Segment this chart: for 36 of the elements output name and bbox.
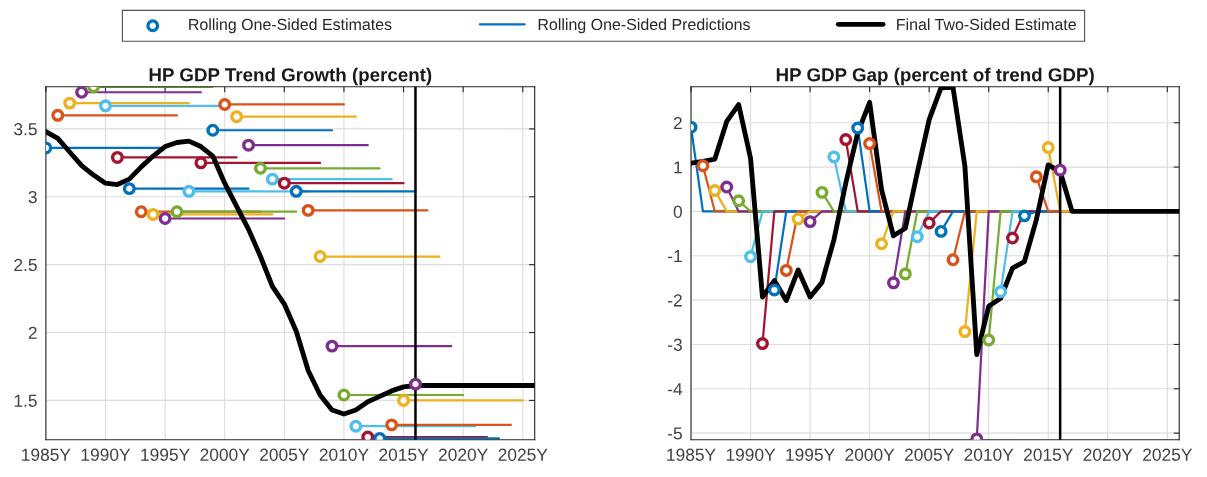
y-tick-label: 2	[673, 116, 682, 130]
y-tick-label: 1	[674, 161, 682, 174]
y-tick-label: 2.5	[14, 258, 37, 272]
x-tick-label: 1990Y	[81, 448, 131, 461]
x-tick-label: 2010Y	[319, 448, 369, 461]
y-tick-label: 0	[673, 205, 682, 218]
x-tick-label: 1985Y	[667, 448, 716, 461]
x-tick-label: 2000Y	[845, 448, 895, 461]
x-tick-label: 2015Y	[1024, 448, 1073, 461]
x-tick-label: 1990Y	[726, 448, 776, 461]
y-tick-label: -5	[668, 427, 682, 440]
x-tick-label: 2020Y	[1083, 448, 1133, 461]
y-tick-label: 3.5	[14, 123, 37, 136]
x-tick-label: 2010Y	[964, 448, 1014, 461]
y-tick-label: -4	[668, 383, 683, 396]
chart-title: HP GDP Gap (percent of trend GDP)	[776, 67, 1094, 86]
y-tick-label: 3	[28, 190, 37, 204]
x-tick-label: 2020Y	[438, 448, 488, 461]
y-tick-label: -2	[668, 294, 682, 307]
x-tick-label: 2015Y	[379, 448, 429, 461]
y-tick-label: -3	[668, 338, 682, 351]
chart-title: HP GDP Trend Growth (percent)	[149, 67, 432, 86]
x-tick-label: 1995Y	[786, 448, 835, 461]
legend-label: Rolling One-Sided Predictions	[538, 18, 750, 34]
y-tick-label: 2	[28, 326, 37, 339]
x-tick-label: 2005Y	[904, 448, 954, 461]
legend-label: Rolling One-Sided Estimates	[189, 18, 392, 34]
y-tick-label: 1.5	[14, 394, 37, 407]
x-tick-label: 2025Y	[498, 448, 548, 461]
x-tick-label: 2000Y	[200, 448, 250, 461]
legend-label: Final Two-Sided Estimate	[897, 18, 1076, 31]
x-tick-label: 2005Y	[260, 448, 310, 461]
x-tick-label: 1985Y	[22, 448, 71, 461]
x-tick-label: 2025Y	[1143, 448, 1193, 461]
y-tick-label: -1	[668, 250, 682, 263]
x-tick-label: 1995Y	[141, 448, 190, 461]
